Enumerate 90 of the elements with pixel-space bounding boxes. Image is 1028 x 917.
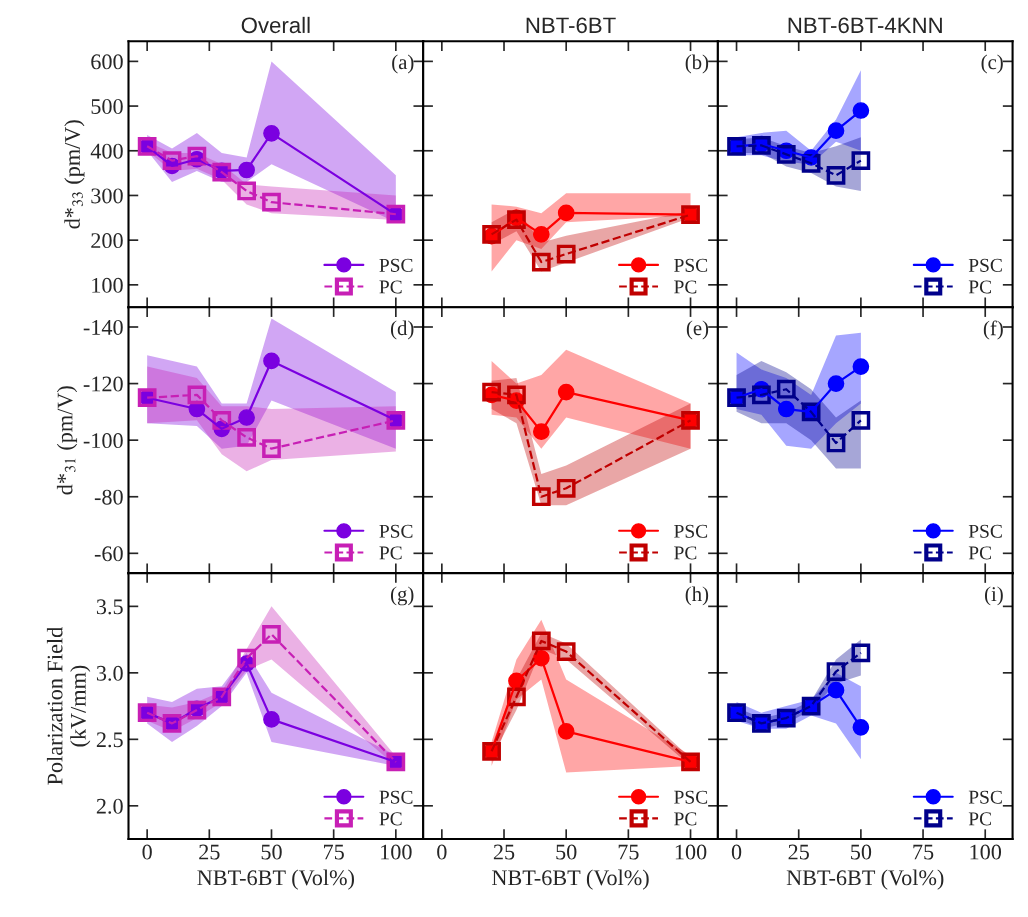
y-axis-title: d*$_{33}$ (pm/V)	[64, 120, 85, 229]
legend-label: PC	[968, 812, 991, 826]
annotation: (b)	[685, 54, 709, 74]
legend-label: PSC	[379, 524, 413, 538]
point	[851, 643, 871, 663]
x-axis-title: NBT-6BT (Vol%)	[197, 869, 355, 890]
y-tick-label: -80	[94, 489, 123, 505]
x-tick-label: 50	[556, 844, 577, 860]
point	[826, 662, 846, 681]
point	[752, 385, 771, 405]
x-tick-label: 75	[618, 844, 639, 860]
x-tick-label: 25	[493, 844, 515, 860]
legend-label: PC	[674, 546, 697, 560]
legend-label: PC	[968, 280, 991, 294]
x-tick-label: 0	[142, 844, 152, 860]
x-tick-label: 100	[970, 844, 1002, 860]
x-tick-label: 0	[731, 844, 742, 860]
x-tick-label: 50	[261, 844, 282, 860]
legend-label: PSC	[968, 790, 1002, 804]
y-tick-label: 2.0	[96, 798, 123, 814]
annotation: (a)	[392, 54, 414, 74]
legend-label: PC	[674, 812, 697, 826]
annotation: (d)	[390, 320, 414, 340]
point	[556, 642, 576, 661]
legend-label: PSC	[674, 790, 708, 804]
x-tick-label: 100	[675, 844, 707, 860]
point	[826, 165, 846, 185]
point	[556, 478, 576, 498]
y-tick-label: -60	[94, 546, 123, 562]
point	[262, 624, 281, 644]
point	[237, 181, 257, 201]
y-tick-label: 400	[90, 143, 123, 159]
point	[162, 151, 182, 170]
x-axis-title: NBT-6BT (Vol%)	[492, 869, 649, 890]
point	[531, 631, 551, 651]
chart-title: NBT-6BT	[526, 17, 616, 34]
annotation: (c)	[981, 54, 1003, 74]
x-tick-label: 100	[381, 844, 412, 860]
annotation: (e)	[686, 320, 709, 340]
legend-label: PC	[379, 546, 402, 560]
legend-label: PC	[674, 280, 697, 294]
x-tick-label: 75	[913, 844, 934, 860]
point	[237, 427, 257, 447]
y-tick-label: 3.0	[96, 665, 123, 681]
y-tick-label: -140	[83, 319, 123, 335]
legend-label: PSC	[674, 524, 708, 538]
legend-label: PC	[379, 812, 402, 826]
x-tick-label: 0	[437, 844, 447, 860]
x-axis-title: NBT-6BT (Vol%)	[786, 869, 944, 890]
y-axis-title: d*$_{31}$ (pm/V)	[56, 386, 78, 495]
annotation: (h)	[685, 586, 709, 606]
x-tick-label: 25	[199, 844, 220, 860]
annotation: (f)	[983, 320, 1003, 340]
legend-label: PSC	[379, 790, 413, 804]
point	[531, 252, 551, 272]
y-tick-label: -120	[83, 376, 123, 392]
x-tick-label: 50	[851, 844, 872, 860]
y-tick-label: 600	[91, 54, 123, 70]
annotation: (i)	[984, 586, 1003, 606]
legend-label: PSC	[968, 258, 1002, 272]
y-tick-label: -100	[83, 433, 123, 449]
legend-label: PSC	[674, 258, 708, 272]
point	[187, 385, 207, 405]
point	[482, 382, 501, 402]
y-tick-label: 2.5	[96, 732, 123, 748]
annotation: (g)	[390, 586, 414, 606]
point	[826, 433, 846, 453]
point	[237, 648, 257, 668]
x-tick-label: 25	[788, 844, 809, 860]
legend-label: PSC	[968, 524, 1002, 538]
y-tick-label: 100	[92, 277, 123, 293]
point	[851, 151, 871, 170]
point	[262, 439, 281, 459]
y-axis-title: Polarization Field (kV/mm)	[46, 627, 91, 785]
point	[776, 379, 796, 399]
legend-label: PC	[379, 280, 402, 294]
point	[507, 385, 526, 405]
chart-title: Overall	[241, 16, 310, 34]
chart-title: NBT-6BT-4KNN	[788, 17, 942, 34]
y-tick-label: 300	[91, 188, 123, 204]
y-tick-label: 200	[91, 233, 123, 249]
point	[531, 487, 551, 507]
x-tick-label: 75	[324, 844, 344, 860]
point	[556, 244, 576, 264]
y-tick-label: 3.5	[96, 599, 123, 615]
legend-label: PC	[968, 546, 991, 560]
legend-label: PSC	[379, 258, 413, 272]
point	[262, 192, 281, 212]
y-tick-label: 500	[91, 99, 123, 114]
point	[851, 410, 871, 430]
